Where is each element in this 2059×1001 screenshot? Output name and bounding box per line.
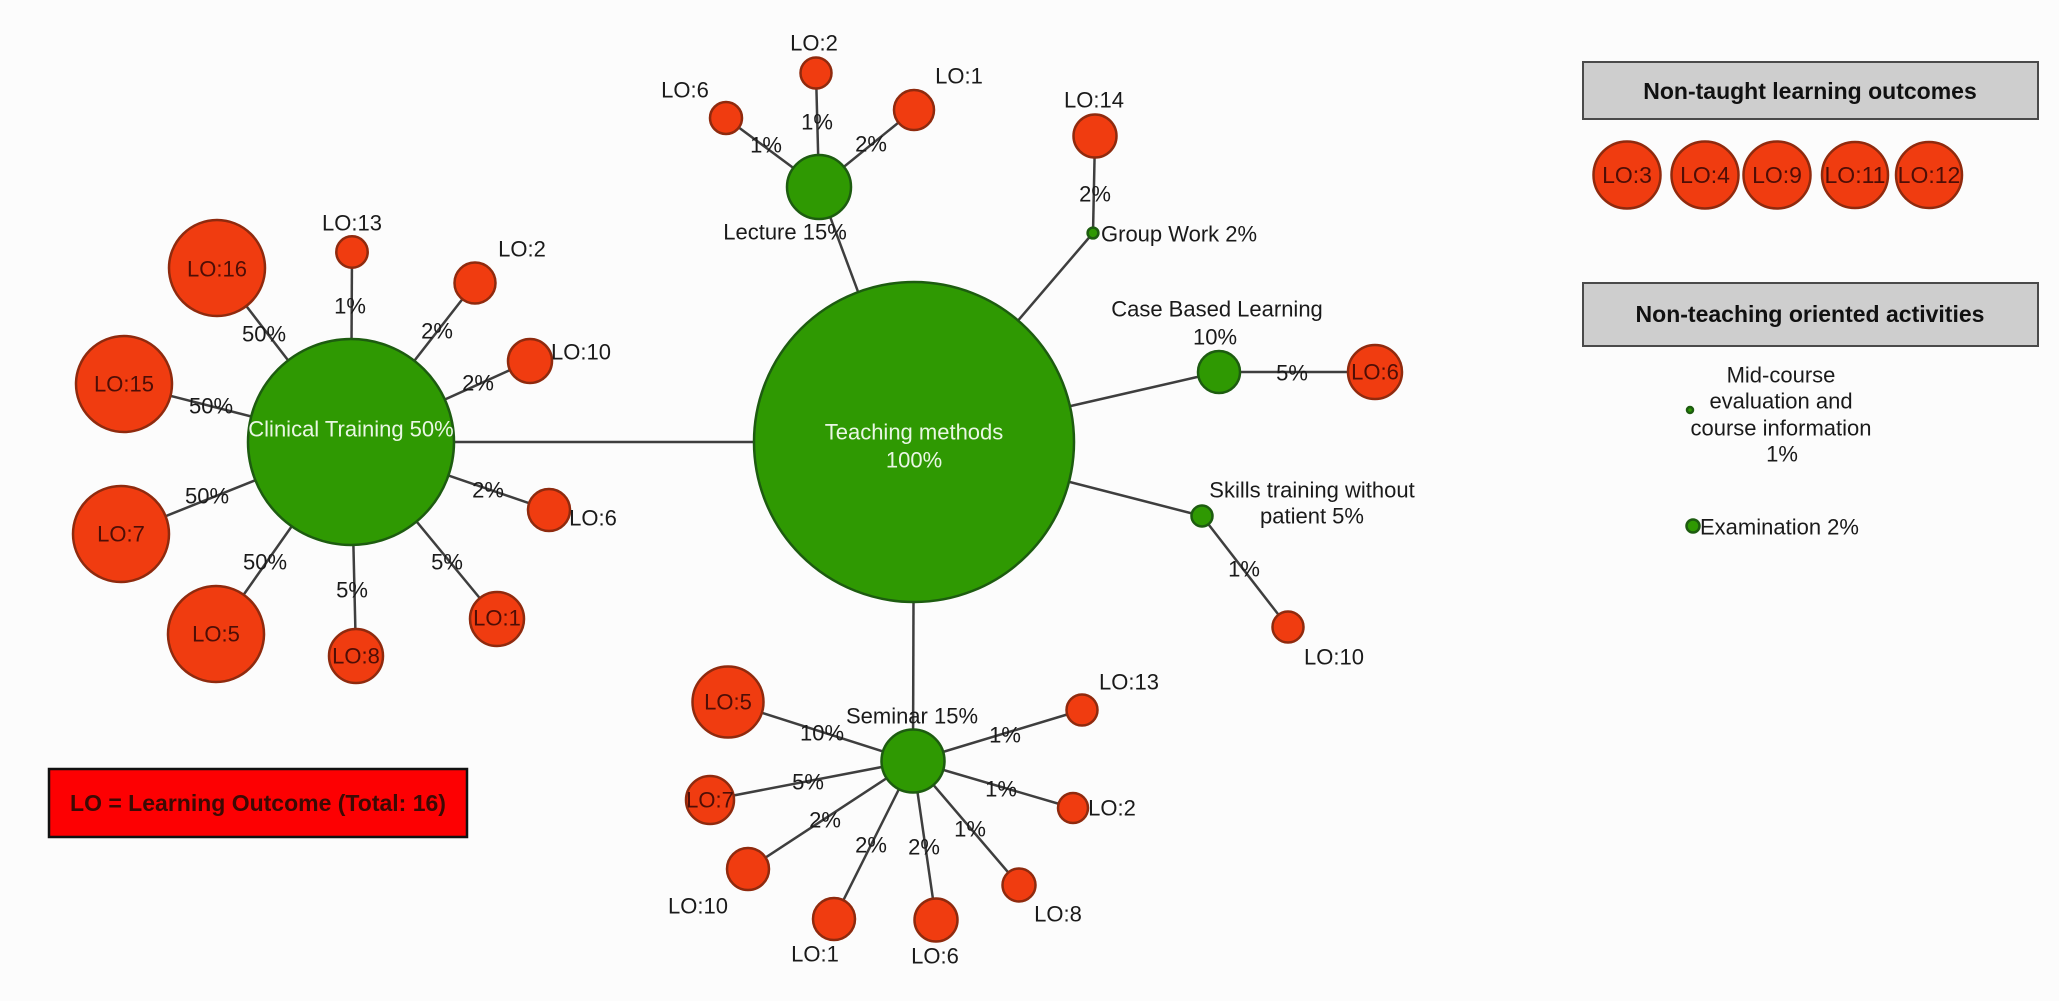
svg-text:LO:9: LO:9 <box>1752 162 1802 188</box>
svg-text:Group Work 2%: Group Work 2% <box>1101 222 1257 247</box>
svg-text:Non-taught learning outcomes: Non-taught learning outcomes <box>1643 78 1977 104</box>
svg-text:1%: 1% <box>334 294 366 319</box>
svg-text:5%: 5% <box>431 550 463 575</box>
svg-text:Skills training without: Skills training without <box>1209 478 1414 503</box>
svg-text:evaluation and: evaluation and <box>1709 389 1852 414</box>
svg-text:LO:13: LO:13 <box>1099 670 1159 695</box>
svg-text:LO:11: LO:11 <box>1825 162 1886 188</box>
svg-text:50%: 50% <box>242 322 286 347</box>
svg-text:10%: 10% <box>800 721 844 746</box>
svg-text:2%: 2% <box>462 371 494 396</box>
svg-text:LO:3: LO:3 <box>1602 162 1652 188</box>
svg-text:2%: 2% <box>809 808 841 833</box>
svg-text:2%: 2% <box>855 833 887 858</box>
svg-text:1%: 1% <box>985 777 1017 802</box>
svg-text:LO:10: LO:10 <box>1304 645 1364 670</box>
svg-text:100%: 100% <box>886 448 942 473</box>
svg-text:patient 5%: patient 5% <box>1260 504 1364 529</box>
svg-text:LO:6: LO:6 <box>661 78 709 103</box>
svg-text:Seminar 15%: Seminar 15% <box>846 704 978 729</box>
svg-text:LO:4: LO:4 <box>1680 162 1730 188</box>
svg-text:course information: course information <box>1691 416 1872 441</box>
svg-text:LO:8: LO:8 <box>332 644 380 669</box>
svg-text:50%: 50% <box>189 394 233 419</box>
svg-text:LO:13: LO:13 <box>322 211 382 236</box>
svg-text:2%: 2% <box>855 132 887 157</box>
svg-text:1%: 1% <box>1766 442 1798 467</box>
svg-text:2%: 2% <box>421 319 453 344</box>
svg-text:LO:2: LO:2 <box>498 237 546 262</box>
svg-text:1%: 1% <box>954 817 986 842</box>
svg-text:LO = Learning Outcome (Total:: LO = Learning Outcome (Total: 16) <box>70 790 446 816</box>
svg-text:Clinical Training 50%: Clinical Training 50% <box>248 417 453 442</box>
svg-text:Examination 2%: Examination 2% <box>1700 515 1859 540</box>
svg-text:LO:6: LO:6 <box>569 506 617 531</box>
svg-text:5%: 5% <box>1276 361 1308 386</box>
svg-text:1%: 1% <box>750 133 782 158</box>
svg-text:1%: 1% <box>801 110 833 135</box>
svg-text:5%: 5% <box>792 770 824 795</box>
svg-text:Lecture 15%: Lecture 15% <box>723 220 847 245</box>
svg-text:LO:15: LO:15 <box>94 372 154 397</box>
svg-text:LO:7: LO:7 <box>97 522 145 547</box>
svg-text:2%: 2% <box>472 478 504 503</box>
svg-text:LO:1: LO:1 <box>473 606 521 631</box>
svg-text:1%: 1% <box>989 723 1021 748</box>
svg-text:LO:14: LO:14 <box>1064 88 1124 113</box>
svg-text:LO:6: LO:6 <box>911 944 959 969</box>
svg-text:1%: 1% <box>1228 557 1260 582</box>
svg-text:LO:10: LO:10 <box>668 894 728 919</box>
svg-text:LO:6: LO:6 <box>1351 360 1399 385</box>
svg-text:Non-teaching oriented activiti: Non-teaching oriented activities <box>1636 301 1985 327</box>
svg-text:2%: 2% <box>908 835 940 860</box>
svg-text:LO:10: LO:10 <box>551 340 611 365</box>
svg-text:Teaching methods: Teaching methods <box>825 420 1004 445</box>
svg-text:LO:12: LO:12 <box>1898 162 1961 188</box>
svg-text:5%: 5% <box>336 578 368 603</box>
svg-text:50%: 50% <box>185 484 229 509</box>
svg-text:LO:5: LO:5 <box>192 622 240 647</box>
svg-text:10%: 10% <box>1193 325 1237 350</box>
svg-text:LO:16: LO:16 <box>187 257 247 282</box>
svg-text:LO:2: LO:2 <box>790 31 838 56</box>
svg-text:Mid-course: Mid-course <box>1727 363 1836 388</box>
svg-text:LO:2: LO:2 <box>1088 796 1136 821</box>
svg-text:LO:1: LO:1 <box>935 64 983 89</box>
svg-text:LO:8: LO:8 <box>1034 902 1082 927</box>
svg-text:2%: 2% <box>1079 182 1111 207</box>
svg-text:50%: 50% <box>243 550 287 575</box>
svg-text:LO:7: LO:7 <box>686 788 734 813</box>
svg-text:LO:1: LO:1 <box>791 942 839 967</box>
svg-text:Case Based Learning: Case Based Learning <box>1111 297 1323 322</box>
svg-text:LO:5: LO:5 <box>704 690 752 715</box>
